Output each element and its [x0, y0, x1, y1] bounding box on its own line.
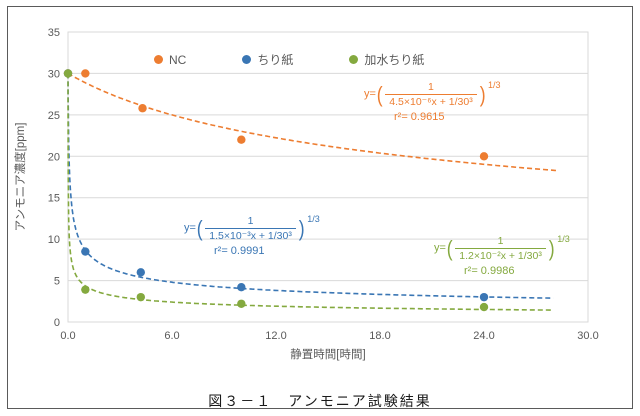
fraction: 1 1.5×10⁻³x + 1/30³: [205, 215, 296, 242]
fit-equation-hydrated-tissue: y=(1 1.2×10⁻²x + 1/30³) 1/3 r²= 0.9986: [434, 234, 570, 278]
r-squared-tissue: r²= 0.9991: [214, 245, 265, 258]
data-point-hydrated-tissue: [63, 69, 73, 78]
legend-label-tissue: ちり紙: [257, 53, 294, 67]
fit-equation-nc: y=(1 4.5×10⁻⁶x + 1/30³) 1/3 r²= 0.9615: [364, 80, 501, 124]
close-paren: ): [298, 215, 305, 241]
fit-curve-tissue: [67, 73, 554, 299]
data-point-hydrated-tissue: [237, 299, 246, 308]
equation-lhs: y=: [364, 88, 376, 101]
legend-marker-nc: [154, 55, 163, 64]
fraction: 1 4.5×10⁻⁶x + 1/30³: [385, 81, 477, 109]
data-point-hydrated-tissue: [136, 292, 145, 302]
y-axis-title: アンモニア濃度[ppm]: [13, 123, 27, 232]
legend-item-hydrated-tissue: 加水ちり紙: [349, 51, 424, 68]
y-tick-label: 15: [48, 193, 60, 205]
fit-curve-hydrated-tissue: [67, 73, 554, 311]
chart-legend: NC ちり紙 加水ちり紙: [154, 51, 424, 68]
legend-label-nc: NC: [169, 52, 187, 67]
open-paren: (: [196, 215, 203, 241]
equation-lhs: y=: [184, 222, 196, 235]
equation-tissue: y=(1 1.5×10⁻³x + 1/30³) 1/3: [184, 214, 320, 242]
data-point-tissue: [479, 292, 489, 302]
fit-equation-tissue: y=(1 1.5×10⁻³x + 1/30³) 1/3 r²= 0.9991: [184, 214, 320, 258]
y-tick-label: 30: [48, 68, 60, 80]
data-point-nc: [81, 69, 90, 78]
fraction-numerator: 1: [385, 81, 477, 96]
close-paren: ): [548, 235, 555, 261]
equation-nc: y=(1 4.5×10⁻⁶x + 1/30³) 1/3: [364, 80, 501, 109]
equation-hydrated-tissue: y=(1 1.2×10⁻²x + 1/30³) 1/3: [434, 234, 570, 262]
y-tick-label: 0: [54, 317, 60, 329]
r-squared-nc: r²= 0.9615: [394, 111, 445, 124]
y-tick-label: 20: [48, 151, 60, 163]
x-tick-label: 18.0: [369, 330, 390, 342]
data-point-nc: [138, 104, 147, 113]
x-tick-label: 6.0: [164, 330, 179, 342]
close-paren: ): [479, 81, 486, 107]
x-tick-label: 0.0: [60, 330, 75, 342]
legend-item-nc: NC: [154, 53, 186, 67]
x-tick-label: 30.0: [577, 330, 598, 342]
exponent: 1/3: [557, 234, 570, 245]
fraction: 1 1.2×10⁻²x + 1/30³: [455, 235, 546, 262]
fraction-denominator: 4.5×10⁻⁶x + 1/30³: [389, 96, 473, 109]
data-point-nc: [479, 152, 489, 161]
fit-curve-nc: [67, 72, 559, 172]
r-squared-hydrated-tissue: r²= 0.9986: [464, 265, 515, 278]
open-paren: (: [446, 235, 453, 261]
ammonia-chart: 0 5 10 15 20 25 30 35 0.0 6.0 12.0 18.0 24.0 30.0 静置時間…: [8, 15, 630, 375]
exponent: 1/3: [307, 214, 320, 225]
fraction-denominator: 1.2×10⁻²x + 1/30³: [459, 250, 542, 263]
data-point-hydrated-tissue: [479, 302, 489, 312]
fraction-numerator: 1: [205, 215, 296, 230]
legend-marker-hydrated-tissue: [349, 55, 359, 64]
legend-marker-tissue: [242, 55, 252, 64]
x-axis-title: 静置時間[時間]: [290, 347, 365, 361]
legend-item-tissue: ちり紙: [242, 51, 293, 68]
data-point-nc: [237, 135, 246, 144]
y-tick-label: 5: [54, 276, 60, 288]
x-tick-label: 24.0: [473, 330, 494, 342]
chart-canvas: 0 5 10 15 20 25 30 35 0.0 6.0 12.0 18.0 24.0 30.0 静置時間…: [13, 27, 599, 361]
y-tick-label: 25: [48, 110, 60, 122]
data-point-tissue: [136, 268, 145, 277]
fraction-denominator: 1.5×10⁻³x + 1/30³: [209, 230, 292, 243]
plot-border: [67, 31, 589, 323]
data-point-tissue: [81, 247, 90, 256]
x-tick-label: 12.0: [265, 330, 286, 342]
y-tick-label: 35: [48, 27, 60, 39]
fraction-numerator: 1: [455, 235, 546, 250]
y-tick-label: 10: [48, 234, 60, 246]
data-point-tissue: [237, 283, 246, 292]
data-point-hydrated-tissue: [81, 285, 90, 294]
figure-caption: 図３－１ アンモニア試験結果: [208, 395, 432, 410]
equation-lhs: y=: [434, 242, 446, 255]
figure-frame: 0 5 10 15 20 25 30 35 0.0 6.0 12.0 18.0 24.0 30.0 静置時間…: [7, 6, 633, 410]
open-paren: (: [376, 81, 383, 107]
legend-label-hydrated-tissue: 加水ちり紙: [364, 53, 425, 67]
exponent: 1/3: [488, 80, 501, 91]
